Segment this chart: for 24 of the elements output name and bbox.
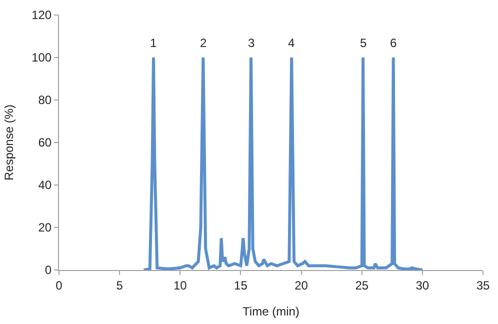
annotation: 2 [200,36,207,50]
x-axis-title: Time (min) [242,304,300,318]
x-tick-label: 10 [173,278,188,292]
y-axis-title: Response (%) [2,104,16,181]
y-tick-label: 40 [38,178,52,192]
x-tick-label: 0 [56,278,63,292]
y-tick-label: 120 [32,8,52,22]
annotation: 6 [390,36,397,50]
x-tick-label: 20 [294,278,308,292]
x-tick-label: 30 [416,278,430,292]
y-tick-label: 20 [38,220,52,235]
annotation: 4 [288,36,295,50]
annotation: 5 [360,36,367,50]
y-tick-label: 80 [38,93,52,108]
annotation: 1 [150,36,157,50]
y-tick-label: 0 [44,263,52,278]
x-tick-label: 5 [116,278,124,292]
x-tick-label: 15 [234,278,248,292]
line-series [142,56,424,270]
y-tick-label: 60 [38,136,52,150]
x-tick-label: 35 [476,278,490,292]
x-tick-label: 25 [355,278,369,292]
y-tick-label: 100 [32,50,52,65]
annotation: 3 [248,36,255,50]
